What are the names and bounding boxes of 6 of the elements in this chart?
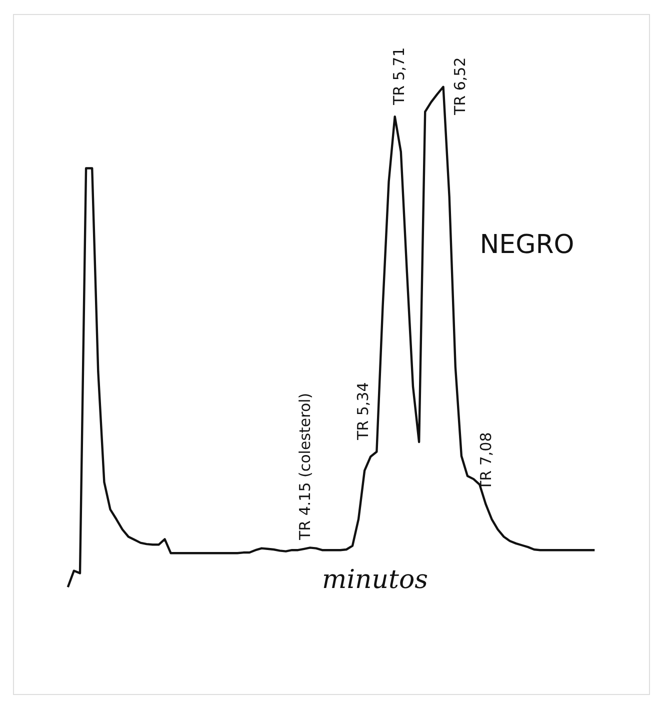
annotation: TR 4.15 (colesterol): [296, 392, 314, 541]
x-axis-title: minutos: [322, 565, 428, 595]
annotation: TR 5,34: [354, 382, 372, 441]
annotation: TR 6,52: [451, 57, 469, 116]
annotation: TR 5,71: [390, 47, 408, 106]
annotation: NEGRO: [480, 230, 574, 260]
